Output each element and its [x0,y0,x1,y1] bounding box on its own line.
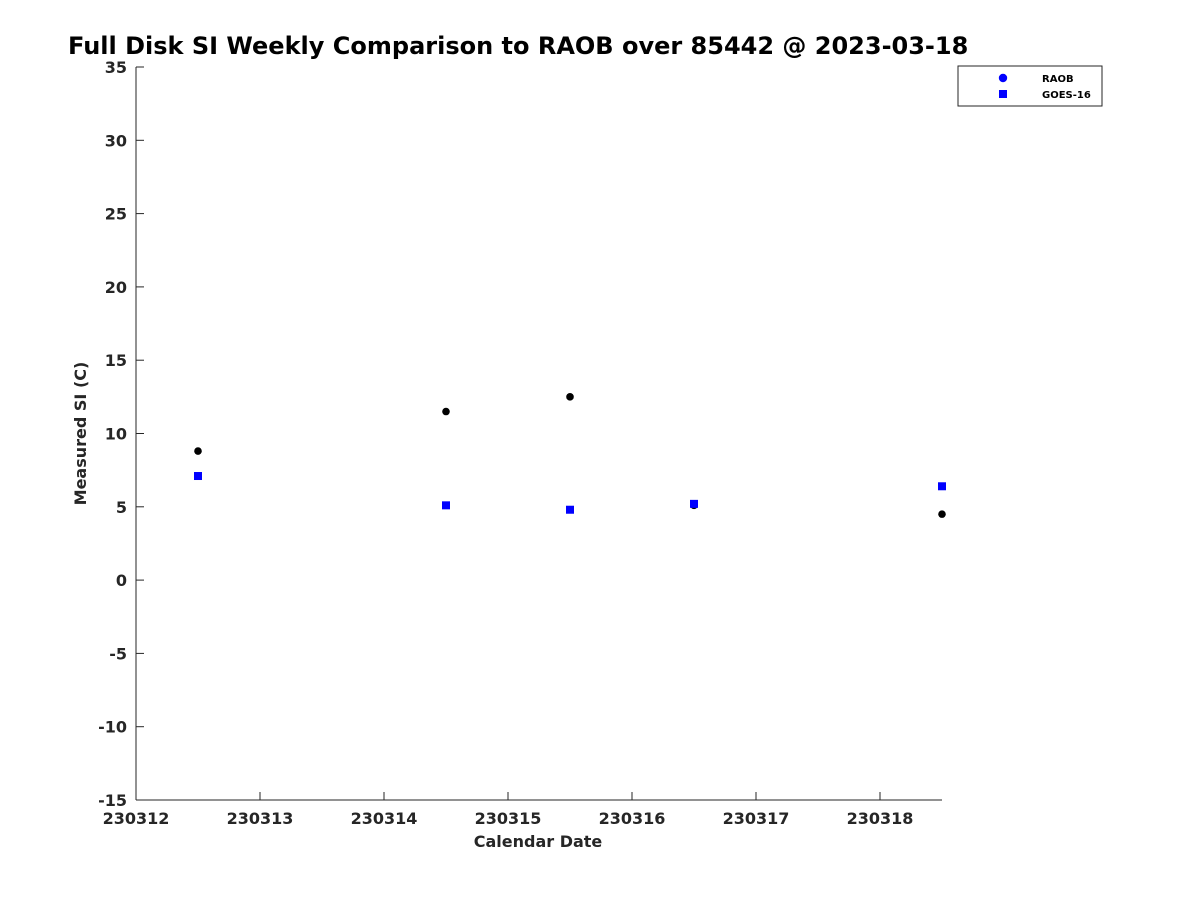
y-tick-label: -5 [109,644,127,663]
x-tick-label: 230318 [847,809,914,828]
y-axis-label: Measured SI (C) [71,362,90,506]
x-tick-label: 230315 [475,809,542,828]
y-tick-label: 30 [105,131,127,150]
raob-point [938,510,946,518]
x-tick-label: 230316 [599,809,666,828]
x-tick-label: 230314 [351,809,418,828]
y-tick-label: 35 [105,58,127,77]
data-marks [194,393,946,518]
y-tick-label: 10 [105,425,127,444]
chart-title: Full Disk SI Weekly Comparison to RAOB o… [68,32,968,60]
y-tick-label: 5 [116,498,127,517]
x-tick-label: 230312 [103,809,170,828]
y-tick-label: 20 [105,278,127,297]
y-tick-label: 0 [116,571,127,590]
y-tick-label: -15 [98,791,127,810]
y-tick-label: 25 [105,205,127,224]
y-tick-label: -10 [98,718,127,737]
raob-point [442,407,450,416]
legend-box [957,65,1103,107]
axes: -15 -10 -5 0 5 10 15 20 25 30 35 230312 230313 230314… [71,58,942,851]
legend: RAOB GOES-16 [957,65,1103,107]
x-tick-label: 230317 [723,809,790,828]
legend-marker-goes-16 [999,90,1007,98]
x-axis-label: Calendar Date [474,832,603,851]
raob-point [194,447,202,455]
x-tick-label: 230313 [227,809,294,828]
legend-label-raob: RAOB [1042,74,1074,85]
goes-16-point [194,472,202,481]
y-tick-label: 15 [105,351,127,370]
goes-16-point [566,505,574,514]
goes-16-point [442,501,450,510]
goes-16-point [690,499,698,508]
legend-label-goes-16: GOES-16 [1042,90,1091,101]
legend-marker-raob [998,73,1008,83]
raob-point [566,393,574,401]
goes-16-point [938,482,946,491]
